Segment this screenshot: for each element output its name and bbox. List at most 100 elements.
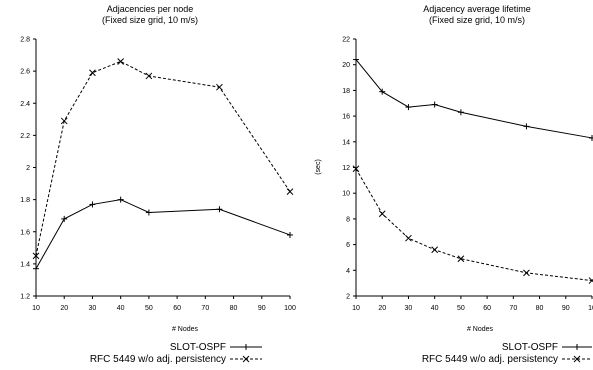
chart2-point-slot-ospf bbox=[457, 109, 464, 116]
chart1-y-tick-label: 2.4 bbox=[20, 101, 30, 108]
chart2-x-tick-label: 90 bbox=[562, 305, 570, 312]
chart1-x-tick-label: 90 bbox=[258, 305, 266, 312]
chart1-point-slot-ospf bbox=[145, 209, 152, 216]
chart2-y-tick-label: 2 bbox=[346, 294, 350, 301]
chart1-y-tick-label: 2 bbox=[26, 165, 30, 172]
chart2-point-rfc5449 bbox=[352, 165, 360, 173]
chart1-legend-label-rfc5449: RFC 5449 w/o adj. persistency bbox=[90, 354, 226, 365]
chart1-x-tick-label: 10 bbox=[32, 305, 40, 312]
chart2-point-rfc5449 bbox=[457, 255, 465, 263]
chart2-x-tick-label: 30 bbox=[405, 305, 413, 312]
chart1-legend-x-icon bbox=[242, 355, 250, 363]
chart2-x-tick-label: 50 bbox=[457, 305, 465, 312]
chart1-y-ticks: 1.2 1.4 1.6 1.8 2 2.2 2.4 2.6 2.8 bbox=[20, 37, 36, 301]
chart2-legend-label-slot-ospf: SLOT-OSPF bbox=[502, 342, 558, 353]
chart1-point-rfc5449 bbox=[216, 83, 223, 91]
chart2-y-tick-label: 16 bbox=[342, 114, 350, 121]
chart2-point-slot-ospf bbox=[589, 134, 593, 141]
chart1-legend: SLOT-OSPF RFC 5449 w/o adj. persistency bbox=[90, 342, 262, 365]
chart1-x-tick-label: 50 bbox=[145, 305, 153, 312]
chart1-x-axis-label: # Nodes bbox=[172, 326, 199, 333]
chart1-y-tick-label: 2.8 bbox=[20, 37, 30, 44]
chart-adjacency-average-lifetime: Adjacency average lifetime (Fixed size g… bbox=[315, 4, 593, 365]
chart2-legend-label-rfc5449: RFC 5449 w/o adj. persistency bbox=[422, 354, 558, 365]
chart2-x-tick-label: 80 bbox=[536, 305, 544, 312]
chart2-legend-marker-slot-ospf bbox=[574, 344, 580, 350]
chart1-legend-label-slot-ospf: SLOT-OSPF bbox=[170, 342, 226, 353]
chart2-y-tick-label: 4 bbox=[346, 268, 350, 275]
chart2-series-line-slot-ospf bbox=[355, 59, 593, 139]
chart1-y-tick-label: 1.2 bbox=[20, 294, 30, 301]
chart2-y-tick-label: 20 bbox=[342, 62, 350, 69]
chart1-y-tick-label: 1.8 bbox=[20, 197, 30, 204]
chart2-point-slot-ospf bbox=[431, 101, 438, 108]
chart2-y-tick-label: 6 bbox=[346, 242, 350, 249]
chart2-legend-marker-rfc5449 bbox=[573, 355, 581, 363]
chart2-x-tick-label: 60 bbox=[483, 305, 491, 312]
chart2-point-slot-ospf bbox=[379, 88, 386, 95]
chart2-y-tick-label: 8 bbox=[346, 216, 350, 223]
chart2-point-slot-ospf bbox=[523, 123, 530, 130]
chart2-x-tick-label: 70 bbox=[509, 305, 517, 312]
chart1-point-slot-ospf bbox=[33, 265, 39, 272]
chart1-y-tick-label: 1.4 bbox=[20, 261, 30, 268]
chart1-axes bbox=[35, 39, 290, 297]
chart2-legend: SLOT-OSPF RFC 5449 w/o adj. persistency bbox=[422, 342, 592, 365]
chart2-y-tick-label: 18 bbox=[342, 88, 350, 95]
chart1-x-tick-label: 30 bbox=[89, 305, 97, 312]
chart2-legend-plus-icon bbox=[574, 344, 580, 350]
chart2-x-ticks: 10 20 30 40 50 60 70 80 90 10 bbox=[352, 296, 593, 312]
chart2-point-rfc5449 bbox=[431, 246, 439, 254]
chart2-y-tick-label: 12 bbox=[342, 165, 350, 172]
chart1-series-line-rfc5449 bbox=[35, 60, 291, 256]
chart2-point-rfc5449 bbox=[378, 210, 386, 218]
chart2-point-rfc5449 bbox=[523, 269, 530, 277]
chart1-y-tick-label: 2.6 bbox=[20, 69, 30, 76]
chart1-series bbox=[32, 58, 294, 272]
chart1-subtitle: (Fixed size grid, 10 m/s) bbox=[102, 15, 198, 25]
chart1-x-tick-label: 20 bbox=[60, 305, 68, 312]
chart1-point-rfc5449 bbox=[89, 69, 96, 77]
chart2-y-axis-label: (sec) bbox=[315, 159, 322, 175]
chart1-point-slot-ospf bbox=[61, 215, 68, 222]
chart1-legend-marker-rfc5449 bbox=[242, 355, 250, 363]
chart2-x-tick-label: 10 bbox=[588, 305, 593, 312]
chart2-x-tick-label: 10 bbox=[352, 305, 360, 312]
chart2-legend-x-icon bbox=[573, 355, 581, 363]
chart2-y-tick-label: 14 bbox=[342, 139, 350, 146]
chart1-point-rfc5449 bbox=[117, 58, 125, 65]
chart2-point-slot-ospf bbox=[353, 56, 359, 63]
chart1-title: Adjacencies per node bbox=[107, 4, 194, 14]
chart1-x-tick-label: 100 bbox=[284, 305, 296, 312]
chart1-point-rfc5449 bbox=[145, 72, 153, 80]
chart2-title: Adjacency average lifetime bbox=[423, 4, 531, 14]
chart1-point-rfc5449 bbox=[286, 188, 294, 195]
chart1-x-tick-label: 60 bbox=[173, 305, 181, 312]
chart2-series bbox=[352, 56, 593, 284]
chart1-x-ticks: 10 20 30 40 50 60 70 80 90 100 bbox=[32, 296, 296, 312]
chart1-y-tick-label: 1.6 bbox=[20, 229, 30, 236]
chart2-y-ticks: 2 4 6 8 10 12 14 16 18 20 22 bbox=[342, 37, 356, 301]
chart1-point-slot-ospf bbox=[216, 206, 223, 213]
chart2-x-tick-label: 40 bbox=[431, 305, 439, 312]
chart2-subtitle: (Fixed size grid, 10 m/s) bbox=[429, 15, 525, 25]
chart1-x-tick-label: 40 bbox=[117, 305, 125, 312]
chart1-legend-marker-slot-ospf bbox=[243, 344, 249, 350]
chart2-point-slot-ospf bbox=[405, 104, 412, 111]
chart1-point-slot-ospf bbox=[287, 231, 293, 238]
chart2-point-rfc5449 bbox=[405, 234, 412, 242]
chart2-series-line-rfc5449 bbox=[355, 168, 593, 282]
chart1-x-tick-label: 80 bbox=[230, 305, 238, 312]
chart2-axes bbox=[355, 39, 592, 297]
chart2-y-tick-label: 22 bbox=[342, 37, 350, 44]
chart2-x-tick-label: 20 bbox=[378, 305, 386, 312]
chart1-point-rfc5449 bbox=[32, 252, 40, 260]
chart2-x-axis-label: # Nodes bbox=[467, 326, 494, 333]
chart2-point-rfc5449 bbox=[588, 277, 593, 284]
chart1-series-line-slot-ospf bbox=[35, 199, 291, 269]
chart1-point-slot-ospf bbox=[89, 201, 96, 208]
chart1-legend-plus-icon bbox=[243, 344, 249, 350]
chart1-point-rfc5449 bbox=[60, 117, 68, 125]
chart1-y-tick-label: 2.2 bbox=[20, 133, 30, 140]
